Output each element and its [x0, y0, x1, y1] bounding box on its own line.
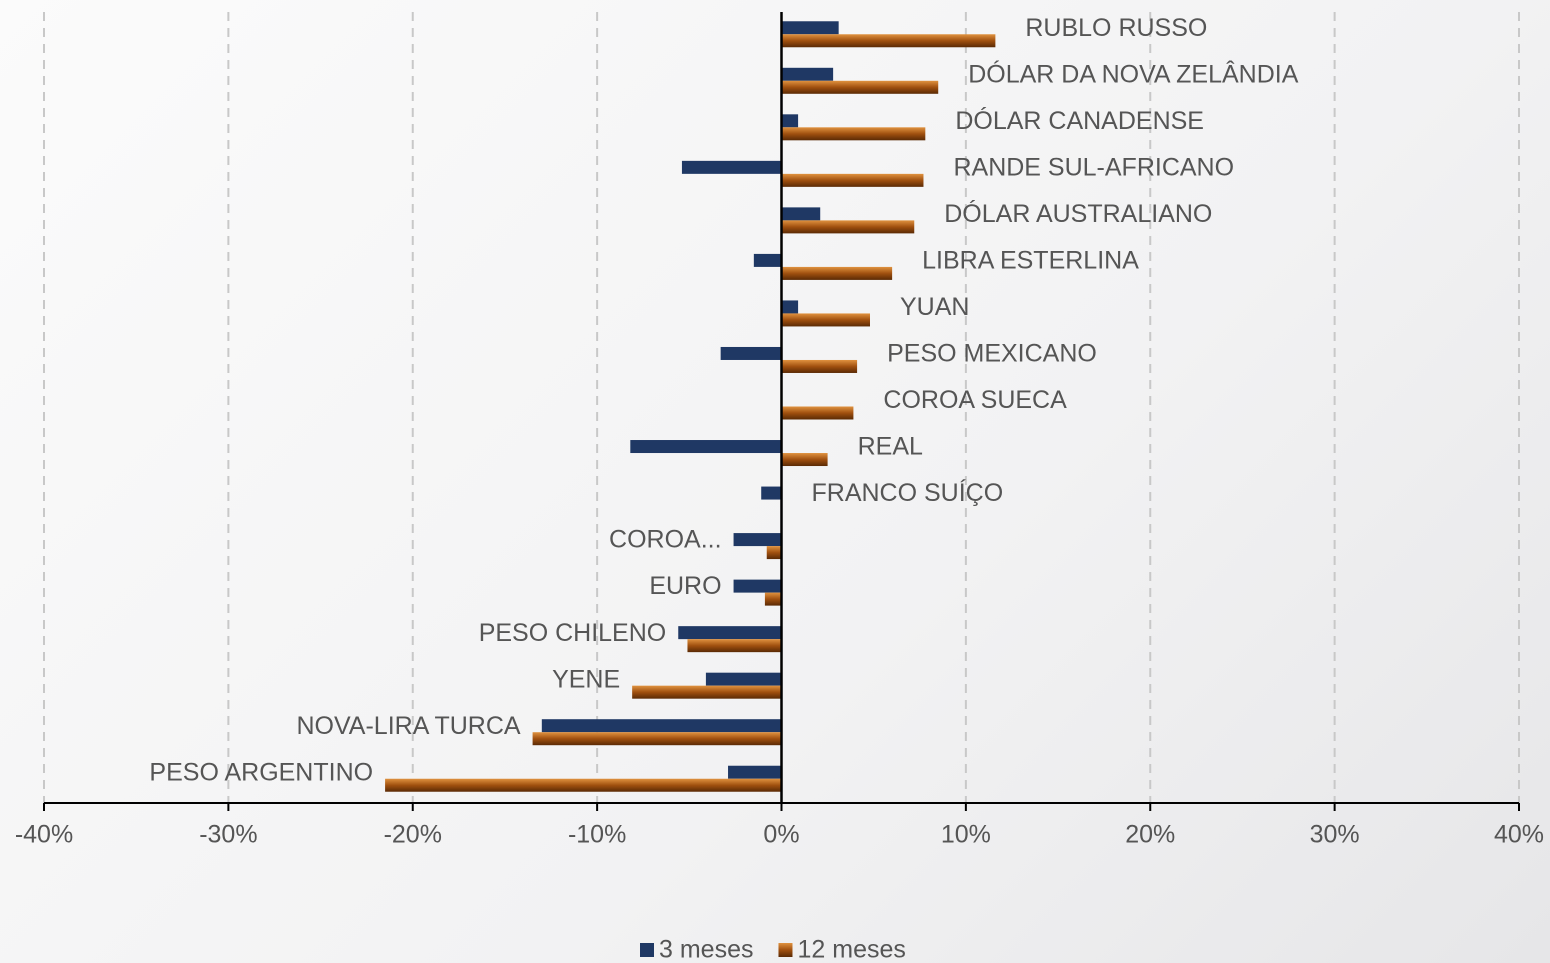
bar — [761, 486, 782, 500]
bar — [541, 719, 782, 733]
bar — [678, 626, 782, 640]
bar — [781, 220, 915, 234]
bar — [781, 127, 926, 141]
bar — [632, 685, 782, 699]
x-tick-label: -40% — [15, 821, 73, 849]
bar — [781, 453, 828, 467]
category-label: DÓLAR AUSTRALIANO — [944, 199, 1212, 228]
bar — [728, 765, 782, 779]
legend-label: 12 meses — [797, 936, 905, 963]
category-label: DÓLAR DA NOVA ZELÂNDIA — [968, 59, 1299, 88]
bar — [733, 533, 782, 547]
bar — [781, 173, 924, 187]
bar — [781, 114, 799, 128]
category-label: FRANCO SUÍÇO — [812, 478, 1004, 507]
bar — [766, 546, 782, 560]
x-tick-label: -20% — [384, 821, 442, 849]
bar — [687, 639, 782, 653]
bar — [781, 207, 821, 221]
bar — [733, 579, 782, 593]
bar — [385, 778, 782, 792]
category-label: DÓLAR CANADENSE — [955, 106, 1204, 135]
category-label: COROA SUECA — [883, 386, 1067, 414]
category-label: COROA... — [609, 526, 722, 554]
bar — [781, 266, 893, 280]
bar — [630, 440, 782, 454]
category-label: RUBLO RUSSO — [1025, 14, 1207, 42]
category-label: EURO — [649, 572, 721, 600]
x-tick-label: 0% — [763, 821, 799, 849]
legend-swatch — [640, 943, 654, 957]
x-tick-label: 10% — [941, 821, 991, 849]
category-label: PESO ARGENTINO — [149, 758, 373, 786]
x-tick-label: -30% — [199, 821, 257, 849]
category-label: YUAN — [900, 293, 969, 321]
category-label: NOVA-LIRA TURCA — [296, 712, 520, 740]
bar — [781, 67, 834, 81]
category-label: LIBRA ESTERLINA — [922, 247, 1139, 275]
category-label: PESO MEXICANO — [887, 340, 1097, 368]
x-tick-label: 40% — [1494, 821, 1544, 849]
bar — [720, 346, 782, 360]
category-label: REAL — [858, 433, 923, 461]
x-tick-label: -10% — [568, 821, 626, 849]
category-label: RANDE SUL-AFRICANO — [953, 153, 1234, 181]
category-label: YENE — [552, 665, 620, 693]
bar — [781, 300, 799, 314]
bar — [705, 672, 782, 686]
x-tick-label: 30% — [1310, 821, 1360, 849]
bar — [781, 359, 858, 373]
bar — [781, 80, 939, 94]
category-label: PESO CHILENO — [479, 619, 667, 647]
legend-swatch — [778, 943, 793, 957]
x-tick-label: 20% — [1125, 821, 1175, 849]
bar — [681, 160, 782, 174]
bar — [532, 732, 782, 746]
bar — [753, 253, 782, 267]
bar — [781, 21, 839, 35]
bar — [781, 34, 996, 48]
bar — [764, 592, 782, 606]
legend-label: 3 meses — [659, 936, 753, 963]
bar — [781, 406, 854, 420]
bar — [781, 313, 870, 327]
